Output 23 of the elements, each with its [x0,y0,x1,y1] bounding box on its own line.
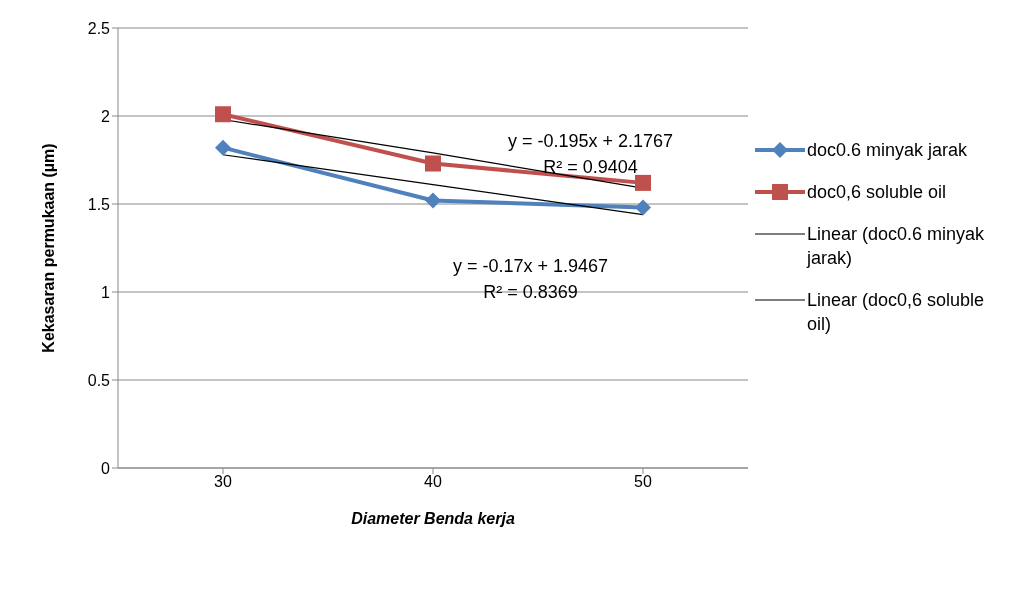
y-tick-label: 0.5 [87,371,111,389]
y-tick-label: 1.5 [87,195,111,213]
y-tick-label: 1 [101,283,111,301]
x-tick-label: 50 [634,473,652,491]
legend-label: doc0.6 minyak jarak [807,139,968,162]
x-tick-label: 30 [214,473,232,491]
legend-label: Linear (doc0.6 minyak jarak) [807,223,986,270]
x-axis-title: Diameter Benda kerja [351,510,515,527]
point [425,192,441,209]
point [635,199,651,216]
annotation: y = -0.17x + 1.9467 R² = 0.8369 [453,255,609,304]
point [425,155,441,172]
y-tick-label: 2 [101,107,111,125]
y-axis-title: Kekasaran permukaan (µm) [39,143,57,353]
point [215,139,231,156]
legend-label: doc0,6 soluble oil [807,181,947,204]
x-tick-label: 40 [424,473,442,491]
annotation: y = -0.195x + 2.1767 R² = 0.9404 [508,130,674,179]
point [635,174,651,191]
point [215,106,231,123]
y-tick-label: 0 [101,459,111,477]
y-tick-label: 2.5 [87,19,111,37]
legend-label: Linear (doc0,6 soluble oil) [807,289,986,336]
